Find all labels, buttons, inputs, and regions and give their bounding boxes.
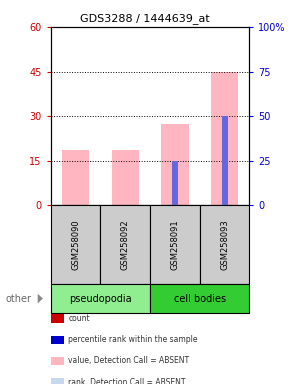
Bar (222, 116, 228, 205)
Text: value, Detection Call = ABSENT: value, Detection Call = ABSENT (68, 356, 189, 366)
Text: GDS3288 / 1444639_at: GDS3288 / 1444639_at (80, 13, 210, 24)
Bar (172, 161, 178, 205)
Text: cell bodies: cell bodies (174, 293, 226, 304)
Text: count: count (68, 314, 90, 323)
Text: GSM258092: GSM258092 (121, 220, 130, 270)
Bar (112, 151, 139, 205)
Bar (161, 124, 188, 205)
Text: GSM258093: GSM258093 (220, 219, 229, 270)
Text: GSM258090: GSM258090 (71, 220, 80, 270)
Text: rank, Detection Call = ABSENT: rank, Detection Call = ABSENT (68, 377, 186, 384)
Text: other: other (6, 293, 32, 304)
Text: percentile rank within the sample: percentile rank within the sample (68, 335, 198, 344)
Bar (62, 151, 89, 205)
Bar (211, 71, 238, 205)
Text: pseudopodia: pseudopodia (69, 293, 132, 304)
Text: GSM258091: GSM258091 (171, 220, 180, 270)
